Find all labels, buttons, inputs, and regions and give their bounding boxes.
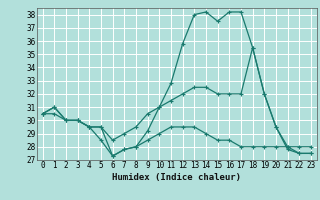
X-axis label: Humidex (Indice chaleur): Humidex (Indice chaleur) [112, 173, 241, 182]
